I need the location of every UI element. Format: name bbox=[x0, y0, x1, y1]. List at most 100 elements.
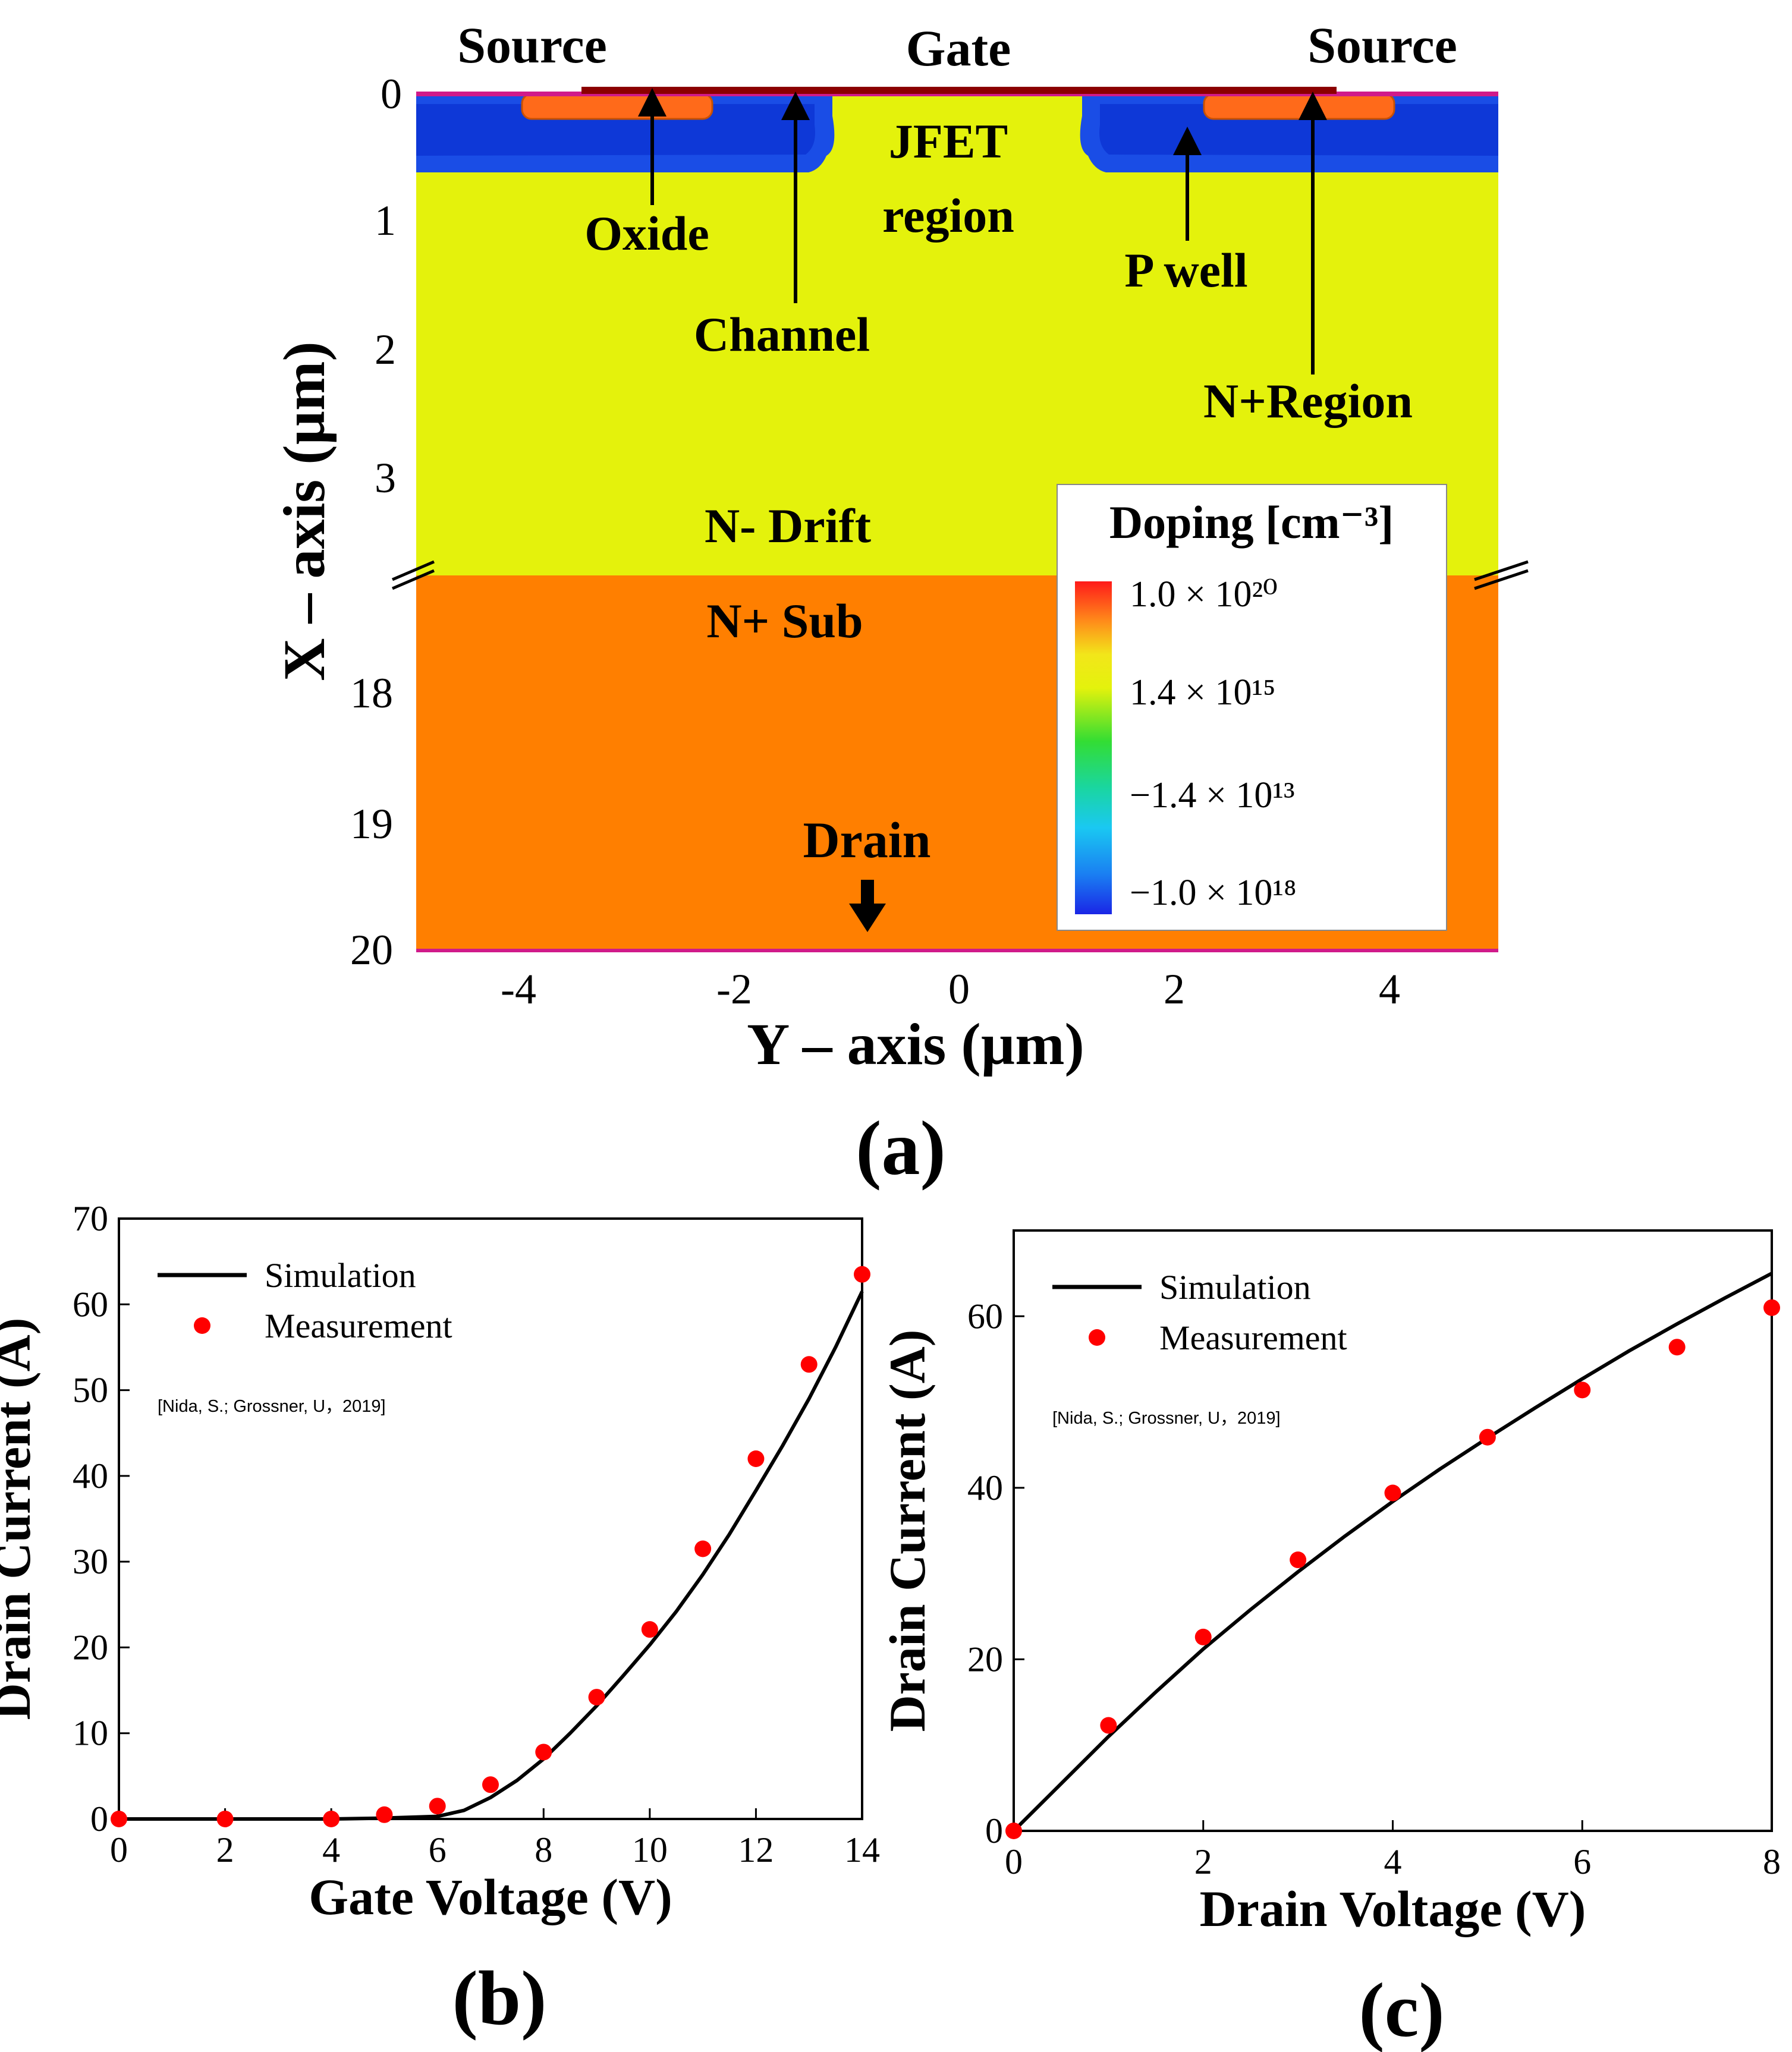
y-tick-label: 40 bbox=[73, 1456, 108, 1496]
measurement-point bbox=[747, 1450, 765, 1467]
legend-entry: −1.4 × 10¹³ bbox=[1130, 775, 1295, 816]
x-tick-label: 2 bbox=[1164, 965, 1185, 1013]
label-p-well: P well bbox=[1124, 243, 1247, 297]
y-tick-label: 20 bbox=[73, 1628, 108, 1667]
y-tick-label: 50 bbox=[73, 1371, 108, 1410]
label-source-right: Source bbox=[1307, 17, 1457, 74]
panel-c: 0 2 4 6 8 0 20 40 60 Drain Voltage (V) Drain Curre… bbox=[879, 1229, 1781, 2052]
label-source-left: Source bbox=[457, 17, 607, 74]
legend-box bbox=[1057, 484, 1447, 931]
y-tick-label: 40 bbox=[967, 1468, 1003, 1507]
label-gate: Gate bbox=[906, 20, 1011, 77]
x-tick-label: 10 bbox=[632, 1830, 668, 1870]
axis-break-left bbox=[392, 560, 435, 590]
legend-entry: 1.0 × 10²⁰ bbox=[1130, 574, 1278, 615]
measurement-point bbox=[1384, 1484, 1401, 1502]
n-plus-left bbox=[521, 93, 713, 120]
panel-label: (c) bbox=[1359, 1968, 1444, 2052]
y-tick-label: 0 bbox=[381, 70, 402, 118]
x-tick-label: 4 bbox=[1384, 1842, 1402, 1881]
label-oxide: Oxide bbox=[584, 206, 709, 260]
legend-label-simulation: Simulation bbox=[1159, 1268, 1311, 1307]
panel-a-ylabel: X – axis (µm) bbox=[271, 341, 337, 681]
x-tick-label: 12 bbox=[738, 1830, 774, 1870]
y-tick-label: 0 bbox=[90, 1799, 108, 1839]
colorbar bbox=[1075, 581, 1112, 914]
y-tick-label: 20 bbox=[350, 926, 393, 974]
citation-annotation: [Nida, S.; Grossner, U，2019] bbox=[158, 1397, 386, 1416]
measurement-point bbox=[1763, 1299, 1780, 1316]
y-tick-label: 30 bbox=[73, 1542, 108, 1581]
measurement-point bbox=[111, 1811, 127, 1827]
x-tick-label: 8 bbox=[1763, 1842, 1781, 1881]
legend-dot-swatch bbox=[194, 1317, 210, 1334]
measurement-point bbox=[216, 1811, 234, 1827]
panel-a-x-ticks: -4 -2 0 2 4 bbox=[501, 965, 1400, 1013]
label-drain: Drain bbox=[803, 811, 931, 868]
gate-metal bbox=[581, 87, 1337, 94]
measurement-point bbox=[1005, 1823, 1022, 1839]
legend-entry: 1.4 × 10¹⁵ bbox=[1130, 672, 1276, 713]
legend-label-measurement: Measurement bbox=[1159, 1318, 1347, 1357]
measurement-point bbox=[1479, 1428, 1496, 1446]
x-tick-label: 4 bbox=[322, 1830, 340, 1870]
measurement-point bbox=[800, 1356, 818, 1373]
panel-a-y-ticks: 0 1 2 3 18 19 20 bbox=[350, 70, 402, 974]
y-tick-label: 2 bbox=[375, 326, 396, 373]
panel-a: Source Gate Source JFET region Oxide Cha… bbox=[271, 17, 1529, 1191]
measurement-point bbox=[694, 1540, 712, 1557]
measurement-point bbox=[1100, 1717, 1117, 1734]
simulation-line bbox=[1012, 1272, 1773, 1833]
x-tick-label: 0 bbox=[1005, 1842, 1023, 1881]
measurement-point bbox=[535, 1743, 552, 1761]
measurement-point bbox=[482, 1776, 499, 1793]
measurement-point bbox=[323, 1811, 340, 1827]
plot-frame bbox=[1013, 1229, 1773, 1832]
x-tick-label: 2 bbox=[216, 1830, 234, 1870]
legend-entry: −1.0 × 10¹⁸ bbox=[1130, 873, 1297, 913]
y-tick-label: 18 bbox=[350, 669, 393, 717]
y-tick-label: 0 bbox=[985, 1811, 1003, 1850]
measurement-point bbox=[429, 1798, 446, 1815]
panel-label: (b) bbox=[452, 1956, 547, 2041]
measurement-point bbox=[588, 1689, 605, 1706]
legend-label-measurement: Measurement bbox=[265, 1307, 452, 1345]
label-n-plus-region: N+Region bbox=[1203, 374, 1413, 428]
arrow-drain-icon bbox=[849, 880, 886, 932]
legend-label-simulation: Simulation bbox=[265, 1256, 416, 1295]
x-tick-label: -2 bbox=[716, 965, 752, 1013]
panel-a-label: (a) bbox=[856, 1106, 946, 1191]
legend-title: Doping [cm⁻³] bbox=[1109, 496, 1394, 548]
y-axis-label: Drain Current (A) bbox=[0, 1318, 41, 1720]
y-tick-label: 1 bbox=[375, 197, 396, 244]
x-tick-label: 6 bbox=[1573, 1842, 1591, 1881]
measurement-point bbox=[1668, 1339, 1686, 1356]
measurement-point bbox=[1194, 1628, 1212, 1645]
panel-b: 0 2 4 6 8 10 12 14 0 10 20 30 40 50 60 70 Gate Voltage (… bbox=[0, 1199, 880, 2041]
label-channel: Channel bbox=[694, 307, 870, 361]
axis-break-right bbox=[1474, 560, 1529, 590]
y-tick-label: 3 bbox=[375, 454, 396, 502]
x-tick-label: 6 bbox=[429, 1830, 447, 1870]
measurement-point bbox=[1574, 1381, 1591, 1399]
y-tick-label: 10 bbox=[73, 1714, 108, 1753]
drain-contact bbox=[416, 949, 1498, 952]
y-axis-label: Drain Current (A) bbox=[879, 1330, 936, 1732]
plot-frame bbox=[118, 1217, 863, 1820]
label-n-plus-sub: N+ Sub bbox=[706, 594, 863, 648]
measurement-point bbox=[854, 1266, 870, 1283]
x-tick-label: 8 bbox=[535, 1830, 552, 1870]
measurement-point bbox=[641, 1621, 658, 1638]
label-jfet-line2: region bbox=[882, 188, 1014, 243]
x-axis-label: Gate Voltage (V) bbox=[309, 1868, 672, 1925]
y-tick-label: 60 bbox=[73, 1285, 108, 1324]
y-tick-label: 70 bbox=[73, 1199, 108, 1238]
label-n-minus-drift: N- Drift bbox=[705, 499, 871, 553]
simulation-line bbox=[119, 1291, 864, 1821]
x-tick-label: 4 bbox=[1379, 965, 1400, 1013]
label-jfet-line1: JFET bbox=[889, 114, 1008, 168]
x-tick-label: 0 bbox=[110, 1830, 128, 1870]
p-well-left-core bbox=[416, 104, 815, 156]
n-plus-right bbox=[1203, 93, 1395, 120]
